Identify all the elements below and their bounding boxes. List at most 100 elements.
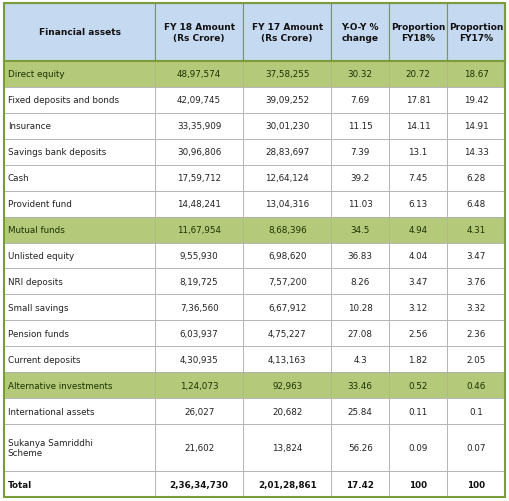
- Bar: [4, 165, 155, 191]
- Text: 34.5: 34.5: [351, 225, 370, 234]
- Text: Pension funds: Pension funds: [8, 329, 69, 338]
- Bar: [331, 217, 389, 243]
- Text: 26,027: 26,027: [184, 407, 214, 416]
- Text: FY 17 Amount
(Rs Crore): FY 17 Amount (Rs Crore): [251, 23, 323, 43]
- Text: 92,963: 92,963: [272, 381, 302, 390]
- Text: Cash: Cash: [8, 174, 29, 183]
- Text: Alternative investments: Alternative investments: [8, 381, 112, 390]
- Bar: [389, 217, 447, 243]
- Text: 6,98,620: 6,98,620: [268, 252, 306, 261]
- Bar: [389, 4, 447, 62]
- Bar: [447, 88, 505, 113]
- Text: 6.28: 6.28: [466, 174, 486, 183]
- Bar: [4, 373, 155, 398]
- Text: 2,36,34,730: 2,36,34,730: [169, 479, 229, 488]
- Bar: [243, 243, 331, 269]
- Text: Mutual funds: Mutual funds: [8, 225, 65, 234]
- Bar: [4, 424, 155, 471]
- Text: 36.83: 36.83: [348, 252, 373, 261]
- Text: 2.05: 2.05: [466, 355, 486, 364]
- Bar: [4, 398, 155, 424]
- Bar: [447, 424, 505, 471]
- Bar: [331, 243, 389, 269]
- Bar: [331, 88, 389, 113]
- Bar: [331, 373, 389, 398]
- Bar: [155, 295, 243, 321]
- Bar: [243, 4, 331, 62]
- Bar: [243, 295, 331, 321]
- Bar: [4, 88, 155, 113]
- Text: 7.69: 7.69: [351, 96, 370, 105]
- Text: 8,68,396: 8,68,396: [268, 225, 306, 234]
- Text: 7.45: 7.45: [408, 174, 428, 183]
- Text: 0.11: 0.11: [408, 407, 428, 416]
- Text: 19.42: 19.42: [464, 96, 488, 105]
- Bar: [243, 113, 331, 139]
- Bar: [331, 398, 389, 424]
- Text: 2.56: 2.56: [408, 329, 428, 338]
- Text: 13,04,316: 13,04,316: [265, 200, 309, 208]
- Text: 100: 100: [467, 479, 485, 488]
- Bar: [389, 4, 447, 62]
- Text: 25.84: 25.84: [348, 407, 373, 416]
- Bar: [331, 113, 389, 139]
- Text: 20.72: 20.72: [406, 70, 431, 79]
- Text: 4,75,227: 4,75,227: [268, 329, 306, 338]
- Bar: [389, 88, 447, 113]
- Bar: [389, 347, 447, 373]
- Text: 3.76: 3.76: [466, 278, 486, 287]
- Bar: [243, 191, 331, 217]
- Bar: [155, 139, 243, 165]
- Bar: [447, 269, 505, 295]
- Text: 39.2: 39.2: [351, 174, 370, 183]
- Text: 6,03,937: 6,03,937: [180, 329, 218, 338]
- Text: 28,83,697: 28,83,697: [265, 148, 309, 157]
- Text: FY 18 Amount
(Rs Crore): FY 18 Amount (Rs Crore): [163, 23, 235, 43]
- Text: 4.04: 4.04: [408, 252, 428, 261]
- Text: Fixed deposits and bonds: Fixed deposits and bonds: [8, 96, 119, 105]
- Bar: [447, 347, 505, 373]
- Bar: [389, 62, 447, 88]
- Text: 48,97,574: 48,97,574: [177, 70, 221, 79]
- Text: 9,55,930: 9,55,930: [180, 252, 218, 261]
- Bar: [4, 4, 155, 62]
- Text: 33.46: 33.46: [348, 381, 373, 390]
- Bar: [4, 243, 155, 269]
- Bar: [155, 269, 243, 295]
- Bar: [243, 88, 331, 113]
- Bar: [155, 88, 243, 113]
- Bar: [447, 471, 505, 497]
- Bar: [331, 295, 389, 321]
- Text: 14.33: 14.33: [464, 148, 489, 157]
- Bar: [155, 347, 243, 373]
- Bar: [243, 398, 331, 424]
- Text: 4.31: 4.31: [466, 225, 486, 234]
- Text: 0.52: 0.52: [408, 381, 428, 390]
- Bar: [243, 424, 331, 471]
- Text: 1.82: 1.82: [408, 355, 428, 364]
- Bar: [331, 62, 389, 88]
- Text: 30,01,230: 30,01,230: [265, 122, 309, 131]
- Bar: [4, 62, 155, 88]
- Text: 0.09: 0.09: [408, 443, 428, 452]
- Bar: [243, 269, 331, 295]
- Text: 7.39: 7.39: [351, 148, 370, 157]
- Bar: [243, 347, 331, 373]
- Bar: [155, 398, 243, 424]
- Bar: [389, 373, 447, 398]
- Text: 17.81: 17.81: [406, 96, 431, 105]
- Text: 27.08: 27.08: [348, 329, 373, 338]
- Bar: [155, 191, 243, 217]
- Bar: [447, 4, 505, 62]
- Bar: [155, 4, 243, 62]
- Bar: [4, 217, 155, 243]
- Bar: [4, 269, 155, 295]
- Text: 17,59,712: 17,59,712: [177, 174, 221, 183]
- Bar: [447, 113, 505, 139]
- Text: 30,96,806: 30,96,806: [177, 148, 221, 157]
- Text: 100: 100: [409, 479, 427, 488]
- Bar: [447, 165, 505, 191]
- Text: 14,48,241: 14,48,241: [177, 200, 221, 208]
- Text: 13.1: 13.1: [408, 148, 428, 157]
- Bar: [331, 269, 389, 295]
